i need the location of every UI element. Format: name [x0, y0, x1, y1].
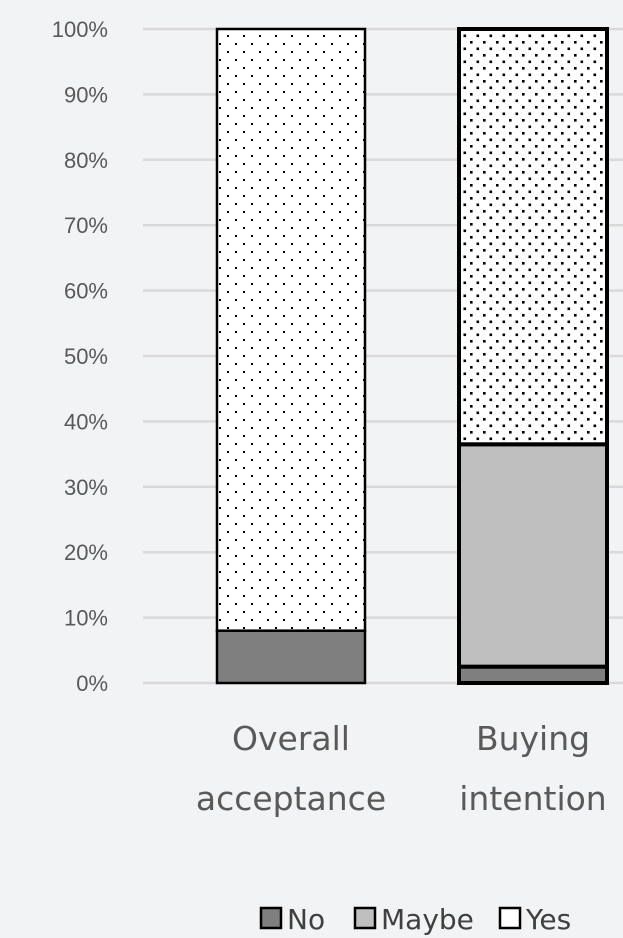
- x-tick-label: Buying: [476, 719, 590, 758]
- y-tick-label: 10%: [64, 606, 108, 631]
- x-tick-label: acceptance: [196, 779, 386, 818]
- y-tick-label: 60%: [64, 279, 108, 304]
- y-tick-label: 100%: [52, 17, 108, 42]
- y-tick-label: 50%: [64, 344, 108, 369]
- legend: No Maybe Yes: [259, 903, 571, 936]
- bar-segment-maybe: [457, 442, 609, 669]
- legend-swatch-maybe: [353, 906, 377, 930]
- y-tick-label: 30%: [64, 475, 108, 500]
- y-tick-label: 80%: [64, 148, 108, 173]
- y-axis: 0% 10% 20% 30% 40% 50% 60% 70% 80% 90% 100%: [52, 17, 108, 696]
- x-tick-label: intention: [459, 779, 606, 818]
- legend-swatch-yes: [498, 906, 522, 930]
- x-tick-label: Overall: [232, 719, 350, 758]
- legend-swatch-no: [259, 906, 283, 930]
- y-tick-label: 20%: [64, 540, 108, 565]
- legend-label-yes: Yes: [525, 903, 571, 936]
- bar-segment-no: [457, 664, 609, 686]
- x-axis: Overall acceptance Buying intention: [196, 719, 607, 818]
- y-tick-label: 90%: [64, 82, 108, 107]
- bar-segment-yes: [457, 27, 609, 447]
- y-tick-label: 40%: [64, 409, 108, 434]
- legend-label-maybe: Maybe: [381, 903, 474, 936]
- bar-segment-yes: [215, 27, 367, 632]
- bars: [215, 27, 609, 686]
- y-tick-label: 70%: [64, 213, 108, 238]
- bar-segment-no: [215, 629, 367, 685]
- y-tick-label: 0%: [76, 671, 108, 696]
- legend-label-no: No: [287, 903, 325, 936]
